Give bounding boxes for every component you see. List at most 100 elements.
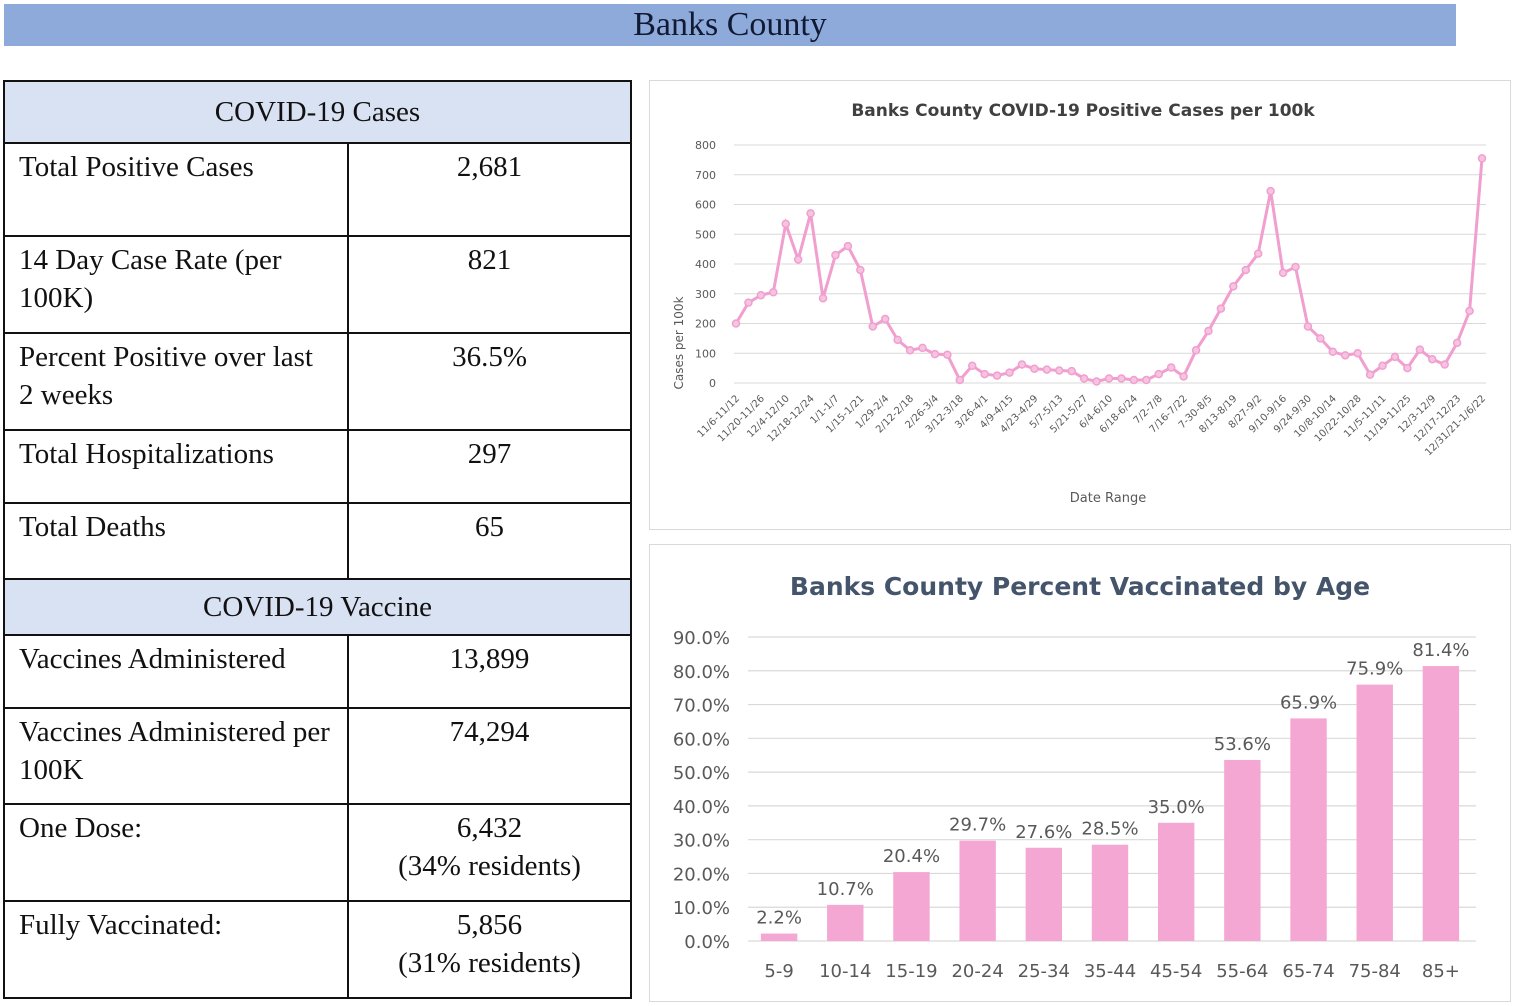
bar-data-label: 81.4% [1412,640,1469,661]
data-point [1142,375,1151,385]
data-point [1278,268,1288,278]
stat-value: 2,681 [347,142,632,237]
line-chart-ylabel: Cases per 100k [672,296,686,389]
data-point [1092,377,1101,386]
line-chart-xlabel: Date Range [1070,491,1146,506]
stat-label: Vaccines Administered [2,634,350,709]
data-point [756,290,766,300]
bar-data-label: 53.6% [1214,734,1271,755]
data-point [1179,372,1188,381]
data-point [1166,363,1176,372]
data-point [1241,265,1251,275]
data-point [1204,326,1213,336]
data-point [918,343,927,353]
data-point [1229,282,1238,291]
vaccination-bar-chart: Banks County Percent Vaccinated by Age 0… [673,572,1476,982]
data-point [893,335,902,345]
y-tick-label: 200 [695,318,716,331]
data-point [806,209,815,218]
vaccination-bar-chart-panel: Banks County Percent Vaccinated by Age 0… [649,544,1511,1002]
bar-data-label: 20.4% [883,846,940,867]
y-tick-label: 60.0% [673,729,730,750]
y-tick-label: 50.0% [673,763,730,784]
data-point [1390,352,1400,362]
stat-value: 821 [347,235,632,334]
data-point [980,369,989,379]
y-tick-label: 100 [695,347,716,360]
data-point [1328,347,1338,357]
data-point [905,346,915,355]
data-point [1117,374,1126,383]
bar [893,872,930,941]
data-point [1353,349,1362,358]
stat-value: 5,856 (31% residents) [347,900,632,999]
x-tick-label: 65-74 [1282,961,1334,982]
bar [959,840,996,941]
data-point [1403,363,1412,373]
data-point [1017,360,1027,369]
x-tick-label: 45-54 [1150,961,1202,982]
data-point [1365,370,1375,379]
x-tick-label: 75-84 [1349,961,1401,982]
bar-chart-title: Banks County Percent Vaccinated by Age [790,572,1370,601]
x-tick-label: 25-34 [1018,961,1070,982]
data-point [880,314,890,324]
data-point [769,288,778,297]
bar-data-label: 27.6% [1015,822,1072,843]
bar-data-label: 75.9% [1346,659,1403,680]
stat-value: 74,294 [347,707,632,805]
bar-data-label: 10.7% [817,879,874,900]
y-tick-label: 300 [695,288,716,301]
cases-line-chart-panel: Banks County COVID-19 Positive Cases per… [649,80,1511,530]
y-tick-label: 20.0% [673,864,730,885]
x-tick-label: 10-14 [819,961,871,982]
stat-value: 13,899 [347,634,632,709]
stat-label: Fully Vaccinated: [2,900,350,999]
data-point [793,255,803,264]
x-tick-label: 20-24 [951,961,1003,982]
x-tick-label: 15-19 [885,961,937,982]
bar [1290,718,1327,941]
x-tick-label: 55-64 [1216,961,1268,982]
data-point [744,298,753,307]
y-tick-label: 10.0% [673,898,730,919]
data-point [1291,262,1300,272]
y-tick-label: 90.0% [673,628,730,649]
bar-data-label: 29.7% [949,815,1006,836]
stat-value-sub: (31% residents) [398,947,581,979]
data-point [843,241,853,251]
data-point [1340,351,1350,360]
stat-value: 297 [347,429,632,504]
x-tick-label: 85+ [1422,961,1460,982]
stat-value: 6,432 (34% residents) [347,803,632,902]
stat-label: Percent Positive over last 2 weeks [2,332,350,431]
y-tick-label: 70.0% [673,696,730,717]
y-tick-label: 800 [695,139,716,152]
stat-label: Total Deaths [2,502,350,580]
data-point [1428,354,1437,364]
stat-label: Total Positive Cases [2,142,350,237]
stat-value: 36.5% [347,332,632,431]
stat-label: 14 Day Case Rate (per 100K) [2,235,350,334]
stat-label: One Dose: [2,803,350,902]
y-tick-label: 0 [709,377,716,390]
data-point [1030,364,1039,373]
line-chart-title: Banks County COVID-19 Positive Cases per… [851,101,1315,121]
cases-section-heading: COVID-19 Cases [3,80,632,144]
y-tick-label: 0.0% [684,932,730,953]
data-point [1079,374,1089,383]
bar [1356,684,1393,941]
cases-series-line [734,158,1484,384]
data-point [1154,369,1163,379]
data-point [967,361,977,370]
bar-data-label: 35.0% [1148,797,1205,818]
bar [1422,666,1460,941]
cases-line-chart: Banks County COVID-19 Positive Cases per… [672,101,1488,506]
stat-value-main: 5,856 [456,909,523,941]
data-point [1005,368,1014,377]
x-tick-label: 5-9 [764,961,793,982]
bar [1091,844,1129,941]
data-point [1067,366,1076,376]
y-tick-label: 40.0% [673,797,730,818]
bar [1224,759,1261,941]
